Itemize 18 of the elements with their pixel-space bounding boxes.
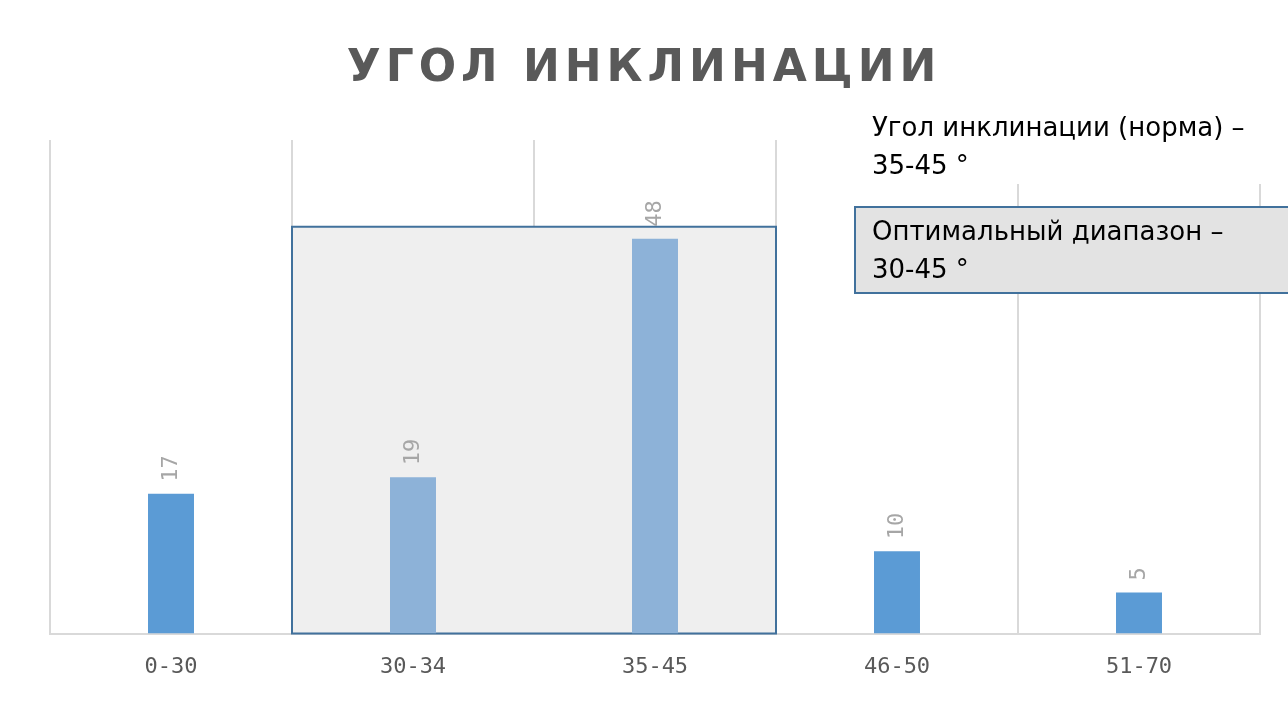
chart-title: УГОЛ ИНКЛИНАЦИИ [345, 40, 943, 91]
data-label: 5 [1124, 567, 1150, 581]
bar [1116, 592, 1162, 634]
callout-box: Оптимальный диапазон – 30-45 ° [854, 206, 1288, 294]
x-tick-label: 51-70 [1105, 652, 1173, 678]
data-label: 17 [156, 455, 182, 482]
bar [148, 493, 194, 634]
x-tick-label: 30-34 [379, 652, 447, 678]
text: Угол инклинации (норма) – 35-45 ° [872, 108, 1282, 184]
bar [390, 477, 436, 634]
data-label: 10 [882, 512, 908, 540]
data-label: 48 [640, 200, 666, 227]
x-tick-label: 35-45 [621, 652, 689, 678]
data-label: 19 [398, 438, 424, 466]
bar [632, 238, 678, 634]
x-tick-label: 0-30 [144, 652, 198, 678]
x-tick-label: 46-50 [863, 652, 931, 678]
bar [874, 551, 920, 634]
